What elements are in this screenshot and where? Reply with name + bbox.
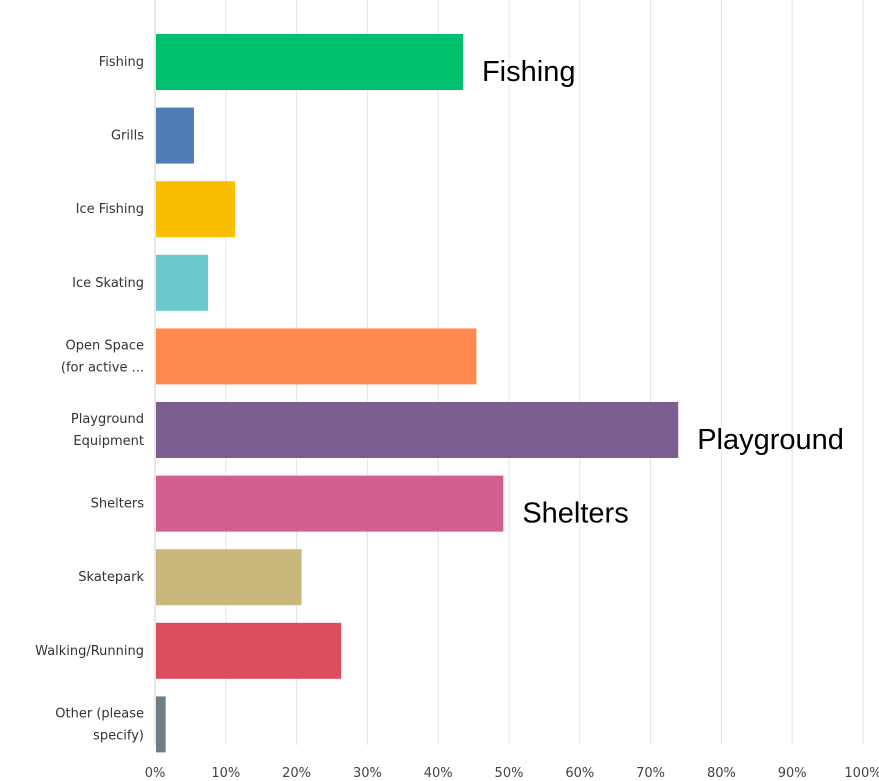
bar (156, 181, 236, 238)
category-label: Open Space (66, 338, 144, 353)
x-tick-label: 20% (282, 766, 311, 781)
annotation-label: Shelters (522, 498, 628, 530)
category-label: Playground (71, 412, 144, 427)
category-label: Skatepark (78, 570, 144, 585)
category-labels: Fishing Grills Ice Fishing Ice Skating Open … (35, 55, 144, 743)
category-label: specify) (93, 728, 144, 743)
x-tick-label: 90% (778, 766, 807, 781)
category-label: (for active ... (61, 360, 144, 375)
bars (156, 34, 679, 753)
category-label: Fishing (99, 55, 144, 70)
bar (156, 328, 477, 385)
category-label: Shelters (91, 497, 145, 512)
category-label: Other (please (55, 706, 144, 721)
bar (156, 549, 302, 606)
category-label: Grills (111, 129, 144, 144)
bar (156, 402, 679, 458)
category-label: Equipment (73, 434, 144, 449)
category-label: Ice Skating (72, 276, 144, 291)
x-tick-label: 100% (844, 766, 879, 781)
x-tick-labels: 0% 10% 20% 30% 40% 50% 60% 70% 80% 90% 100% (145, 766, 879, 781)
bar (156, 34, 463, 90)
x-tick-label: 30% (353, 766, 382, 781)
x-tick-label: 50% (495, 766, 524, 781)
x-tick-label: 10% (211, 766, 240, 781)
gridlines (225, 0, 864, 745)
annotations: Fishing Playground Shelters (482, 56, 844, 530)
bar (156, 107, 194, 164)
bar (156, 254, 209, 311)
bar (156, 696, 166, 753)
x-tick-label: 0% (145, 766, 166, 781)
category-label: Walking/Running (35, 644, 144, 659)
x-tick-label: 40% (424, 766, 453, 781)
bar (156, 622, 342, 679)
bar (156, 475, 504, 532)
x-tick-label: 70% (636, 766, 665, 781)
x-tick-label: 80% (707, 766, 736, 781)
category-label: Ice Fishing (76, 202, 144, 217)
annotation-label: Fishing (482, 56, 575, 88)
x-tick-label: 60% (565, 766, 594, 781)
annotation-label: Playground (697, 424, 844, 456)
